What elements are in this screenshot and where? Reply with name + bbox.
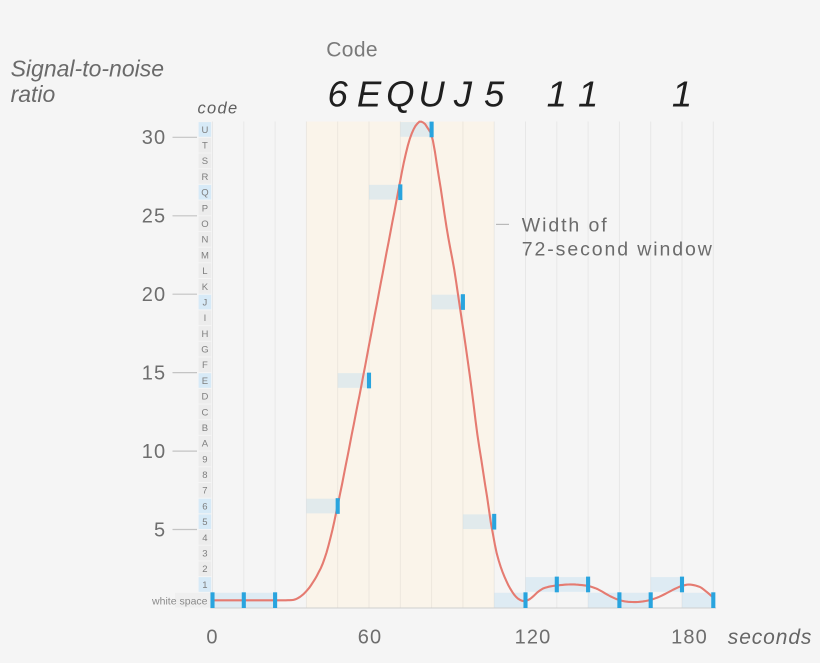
svg-text:R: R — [201, 172, 208, 183]
svg-text:1: 1 — [547, 74, 567, 115]
svg-text:ratio: ratio — [11, 81, 56, 107]
svg-text:5: 5 — [202, 517, 207, 528]
svg-text:N: N — [201, 235, 208, 246]
svg-text:M: M — [201, 250, 209, 261]
svg-text:code: code — [198, 100, 239, 118]
svg-text:G: G — [201, 345, 208, 356]
svg-text:8: 8 — [202, 470, 207, 481]
svg-text:2: 2 — [202, 564, 207, 575]
svg-text:0: 0 — [206, 627, 218, 649]
svg-text:U: U — [201, 125, 208, 136]
svg-text:7: 7 — [202, 486, 207, 497]
svg-text:Width of: Width of — [522, 214, 609, 236]
svg-text:Q: Q — [386, 74, 414, 115]
svg-text:L: L — [202, 266, 207, 277]
svg-text:J: J — [453, 74, 473, 115]
svg-text:H: H — [201, 329, 208, 340]
svg-text:60: 60 — [358, 627, 382, 649]
svg-text:C: C — [201, 407, 208, 418]
svg-text:1: 1 — [578, 74, 598, 115]
svg-text:T: T — [202, 141, 208, 152]
svg-text:U: U — [418, 74, 445, 115]
svg-text:P: P — [202, 203, 208, 214]
svg-text:1: 1 — [672, 74, 692, 115]
svg-text:9: 9 — [202, 454, 207, 465]
svg-text:3: 3 — [202, 549, 207, 560]
svg-text:E: E — [202, 376, 208, 387]
svg-text:6: 6 — [202, 501, 207, 512]
svg-text:Signal-to-noise: Signal-to-noise — [11, 56, 164, 82]
svg-text:Q: Q — [201, 188, 208, 199]
svg-text:S: S — [202, 156, 208, 167]
svg-text:O: O — [201, 219, 208, 230]
svg-text:K: K — [202, 282, 209, 293]
svg-text:15: 15 — [142, 363, 166, 385]
svg-text:J: J — [203, 297, 208, 308]
svg-text:25: 25 — [142, 206, 166, 228]
svg-text:F: F — [202, 360, 208, 371]
svg-text:10: 10 — [142, 441, 166, 463]
svg-text:6: 6 — [328, 74, 349, 115]
svg-text:white space: white space — [151, 595, 208, 607]
svg-text:D: D — [201, 392, 208, 403]
svg-text:5: 5 — [154, 519, 166, 541]
svg-text:A: A — [202, 439, 209, 450]
svg-text:30: 30 — [142, 127, 166, 149]
svg-text:Code: Code — [326, 39, 378, 62]
svg-text:I: I — [204, 313, 207, 324]
svg-text:180: 180 — [671, 627, 708, 649]
svg-text:B: B — [202, 423, 208, 434]
svg-text:20: 20 — [142, 284, 166, 306]
svg-text:72-second window: 72-second window — [522, 238, 714, 260]
svg-text:120: 120 — [515, 627, 552, 649]
svg-text:seconds: seconds — [728, 626, 813, 649]
svg-text:5: 5 — [484, 74, 505, 115]
svg-text:E: E — [357, 74, 382, 115]
svg-text:1: 1 — [202, 580, 207, 591]
svg-text:4: 4 — [202, 533, 207, 544]
